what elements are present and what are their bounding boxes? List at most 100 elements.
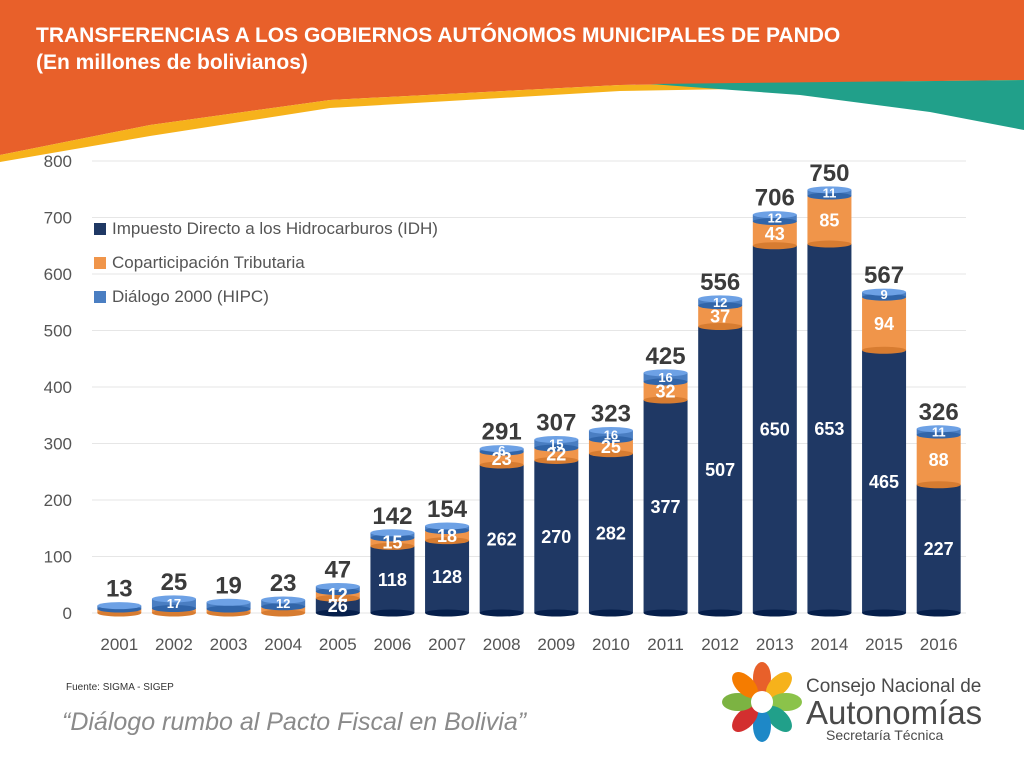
bar-total-label: 23 xyxy=(270,570,297,597)
y-tick-label: 800 xyxy=(44,152,72,171)
source-note: Fuente: SIGMA - SIGEP xyxy=(66,682,174,693)
bar-segment xyxy=(916,435,961,485)
segment-value-label: 6 xyxy=(498,443,505,458)
hands-circle-logo-icon xyxy=(722,662,802,742)
bar-segment xyxy=(588,439,633,454)
stacked-bar-chart: 0 100 200 300 400 500 600 700 800 2001 2002 2003 200… xyxy=(44,152,966,654)
bar-segment xyxy=(370,546,415,613)
bar-segment xyxy=(698,326,743,613)
segment-value-label: 12 xyxy=(276,596,290,611)
bar-segment-edge xyxy=(807,192,852,200)
x-tick-label: 2013 xyxy=(756,635,794,654)
y-tick-label: 600 xyxy=(44,265,72,284)
x-tick-label: 2011 xyxy=(647,635,684,654)
segment-value-label: 128 xyxy=(432,567,462,587)
x-tick-label: 2001 xyxy=(100,635,138,654)
bar-segment-edge xyxy=(752,609,797,617)
bar-total-label: 19 xyxy=(215,572,242,599)
y-tick-label: 500 xyxy=(44,322,72,341)
bar-segment-edge xyxy=(315,609,360,617)
bar-top-cap xyxy=(425,522,470,530)
segment-value-label: 18 xyxy=(437,526,457,546)
bar-segment xyxy=(588,430,633,440)
bar-segment-edge xyxy=(862,609,907,617)
bar-segment-edge xyxy=(643,378,688,386)
bar-segment-edge xyxy=(425,609,470,617)
bar-segment xyxy=(752,221,797,246)
bar-segment xyxy=(643,399,688,613)
bar-segment-edge xyxy=(261,603,306,611)
segment-value-label: 12 xyxy=(713,295,727,310)
bar-segment xyxy=(479,464,524,613)
x-tick-label: 2009 xyxy=(537,635,575,654)
segment-value-label: 650 xyxy=(760,420,790,440)
bar-segment-edge xyxy=(425,537,470,545)
segment-value-label: 23 xyxy=(492,449,512,469)
bar-total-label: 425 xyxy=(646,343,686,370)
bar-top-cap xyxy=(370,529,415,537)
segment-value-label: 37 xyxy=(710,306,730,326)
legend: Impuesto Directo a los Hidrocarburos (ID… xyxy=(94,219,438,306)
chart-subtitle: (En millones de bolivianos) xyxy=(36,51,308,74)
bar-top-cap xyxy=(206,598,251,606)
bar-segment-edge xyxy=(698,609,743,617)
segment-value-label: 262 xyxy=(487,529,517,549)
bar-top-cap xyxy=(534,436,579,444)
bar-segment xyxy=(534,439,579,449)
segment-value-label: 15 xyxy=(382,532,402,552)
segment-value-label: 85 xyxy=(819,210,839,230)
x-tick-label: 2006 xyxy=(374,635,412,654)
x-tick-label: 2010 xyxy=(592,635,630,654)
segment-value-label: 11 xyxy=(932,424,946,439)
bar-total-label: 706 xyxy=(755,185,795,212)
bar-segment-edge xyxy=(479,461,524,469)
bar-segment xyxy=(534,460,579,613)
x-tick-label: 2004 xyxy=(264,635,302,654)
bar-segment-edge xyxy=(752,242,797,250)
bar-segment-edge xyxy=(916,609,961,617)
bar-segment-edge xyxy=(534,456,579,464)
segment-value-label: 25 xyxy=(601,437,621,457)
y-tick-label: 300 xyxy=(44,435,72,454)
bar-segment xyxy=(643,381,688,400)
bar-segment-edge xyxy=(479,609,524,617)
segment-value-label: 94 xyxy=(874,314,894,334)
bar-segment-edge xyxy=(151,604,196,612)
bar-top-cap xyxy=(752,211,797,219)
segment-value-label: 9 xyxy=(880,287,887,302)
bar-segment-edge xyxy=(370,609,415,617)
segment-value-label: 227 xyxy=(924,539,954,559)
segment-value-label: 118 xyxy=(378,570,407,590)
x-tick-label: 2007 xyxy=(428,635,466,654)
bar-group: 13 xyxy=(97,576,142,617)
bar-segment-edge xyxy=(534,609,579,617)
y-tick-label: 0 xyxy=(63,604,72,623)
segment-value-label: 32 xyxy=(656,381,676,401)
bar-top-cap xyxy=(479,445,524,453)
bar-total-label: 142 xyxy=(372,503,412,530)
bar-segment xyxy=(151,598,196,609)
header-banner xyxy=(0,0,1024,162)
bar-top-cap xyxy=(97,602,142,610)
bar-segment xyxy=(807,244,852,613)
segment-value-label: 16 xyxy=(658,370,672,385)
bar-group: 19 xyxy=(206,572,251,617)
segment-value-label: 653 xyxy=(814,419,844,439)
bar-segment-edge xyxy=(588,450,633,458)
segment-value-label: 12 xyxy=(328,585,348,605)
bar-total-label: 556 xyxy=(700,269,740,296)
bar-top-cap xyxy=(807,186,852,194)
bar-top-cap xyxy=(698,295,743,303)
legend-swatch xyxy=(94,291,106,303)
x-tick-label: 2002 xyxy=(155,635,193,654)
segment-value-label: 88 xyxy=(929,450,949,470)
bar-group: 128 18 154 xyxy=(425,496,470,617)
bar-segment xyxy=(425,530,470,541)
bar-segment-edge xyxy=(862,293,907,301)
